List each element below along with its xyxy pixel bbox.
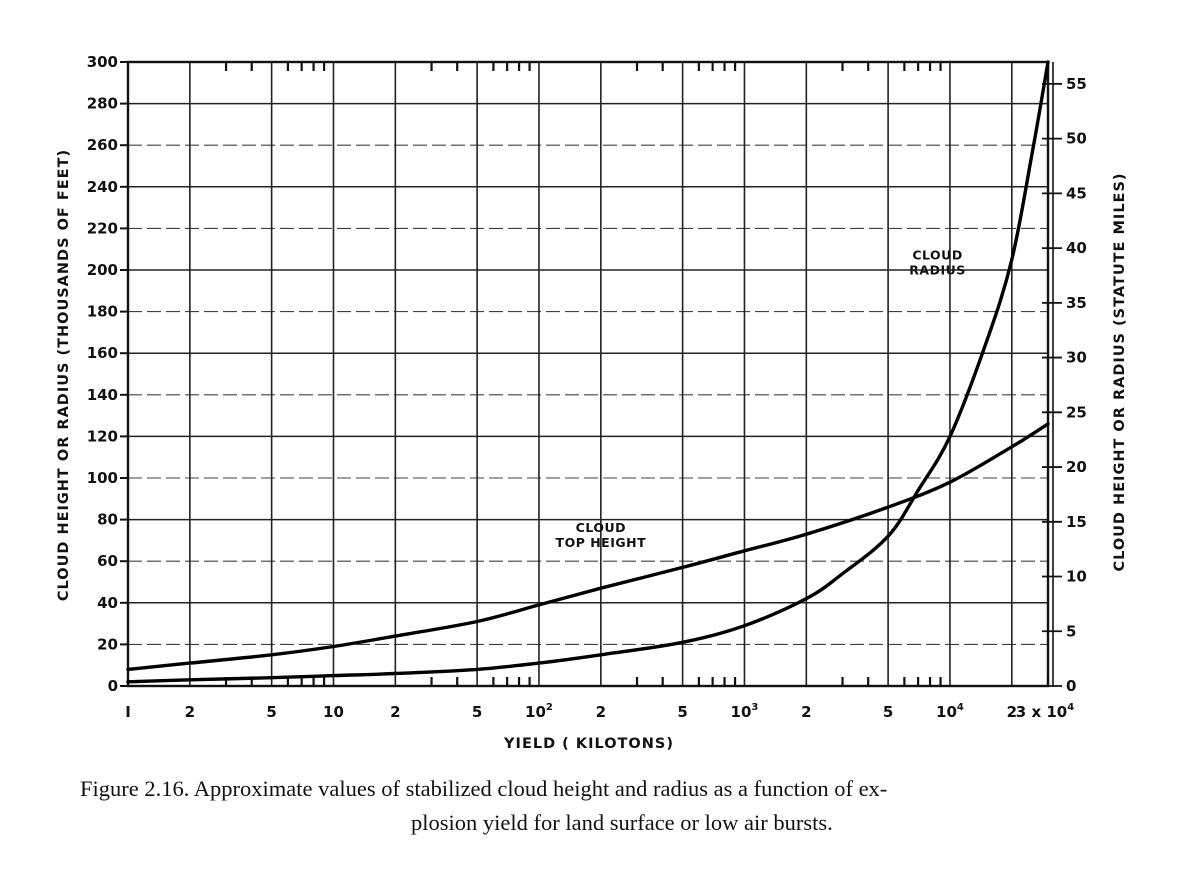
x-tick-label: 104: [936, 702, 964, 721]
x-tick-label: 5: [677, 703, 687, 721]
x-tick-label: 5: [266, 703, 276, 721]
x-tick-label: I: [125, 703, 131, 721]
caption-line-1: Figure 2.16. Approximate values of stabi…: [80, 776, 888, 801]
y2-tick-label: 45: [1066, 184, 1087, 202]
series-label: CLOUD RADIUS: [909, 248, 965, 278]
x-tick-label: 102: [525, 702, 553, 721]
y-tick-label: 300: [87, 53, 118, 71]
y-tick-label: 80: [97, 511, 118, 529]
cloud-radius-curve: [126, 60, 1050, 684]
x-tick-label: 2: [801, 703, 811, 721]
y-axis-label: CLOUD HEIGHT OR RADIUS (THOUSANDS OF FEE…: [56, 149, 72, 601]
y2-tick-label: 30: [1066, 349, 1087, 367]
y-tick-label: 280: [87, 95, 118, 113]
y2-tick-label: 0: [1066, 677, 1076, 695]
x-tick-label: 2: [185, 703, 195, 721]
x-tick-label: 10: [323, 703, 344, 721]
figure-caption: Figure 2.16. Approximate values of stabi…: [80, 772, 1140, 840]
label-layer: CLOUD TOP HEIGHT CLOUD RADIUS: [556, 248, 966, 550]
x-axis-label: YIELD ( KILOTONS): [503, 736, 674, 752]
x-tick-label: 5: [883, 703, 893, 721]
y2-axis-label: CLOUD HEIGHT OR RADIUS (STATUTE MILES): [1112, 172, 1128, 571]
y-tick-label: 40: [97, 594, 118, 612]
x-tick-label: 3 x 104: [1016, 702, 1074, 721]
plot-frame: [126, 60, 1054, 688]
cloud-top-height-curve: [126, 422, 1050, 672]
y2-tick-label: 55: [1066, 75, 1087, 93]
y-tick-label: 20: [97, 635, 118, 653]
x-tick-label: 2: [596, 703, 606, 721]
y2-tick-label: 35: [1066, 294, 1087, 312]
x-tick-label: 2: [390, 703, 400, 721]
x-tick-label: 2: [1007, 703, 1017, 721]
y-tick-label: 0: [108, 677, 118, 695]
tick-layer: I 2 5 10 2 5 102 2 5 103 2 5 104 23 x 104020406080100…: [87, 53, 1087, 721]
x-tick-label: 103: [731, 702, 759, 721]
y2-tick-label: 20: [1066, 458, 1087, 476]
y2-tick-label: 15: [1066, 513, 1087, 531]
y-tick-label: 200: [87, 261, 118, 279]
y-tick-label: 120: [87, 427, 118, 445]
y-tick-label: 100: [87, 469, 118, 487]
y-tick-label: 260: [87, 136, 118, 154]
y2-tick-label: 5: [1066, 622, 1076, 640]
y-tick-label: 60: [97, 552, 118, 570]
y-tick-label: 140: [87, 386, 118, 404]
plot-border: [126, 60, 1050, 688]
y-tick-label: 160: [87, 344, 118, 362]
x-tick-label: 5: [472, 703, 482, 721]
y2-tick-label: 40: [1066, 239, 1087, 257]
y-tick-label: 240: [87, 178, 118, 196]
y2-tick-label: 10: [1066, 568, 1087, 586]
series-layer: [126, 60, 1050, 684]
series-label: CLOUD TOP HEIGHT: [556, 520, 647, 550]
y-tick-label: 220: [87, 219, 118, 237]
y2-tick-label: 50: [1066, 130, 1087, 148]
y-tick-label: 180: [87, 303, 118, 321]
y2-tick-label: 25: [1066, 403, 1087, 421]
caption-line-2: plosion yield for land surface or low ai…: [411, 810, 833, 835]
